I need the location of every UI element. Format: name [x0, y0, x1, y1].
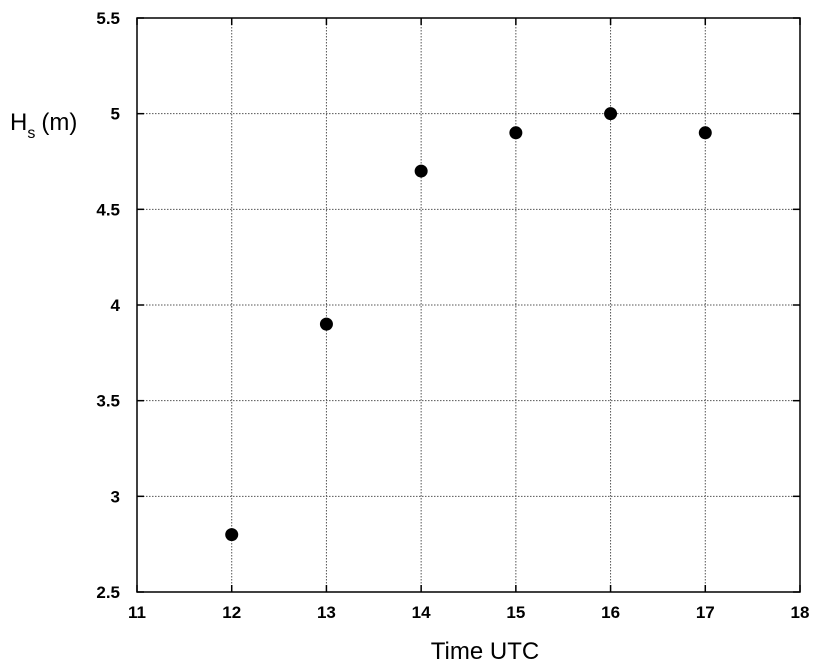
x-tick-label: 15: [506, 603, 525, 622]
axis-ticks: 11 12 13 14 15 16 17 18 2.5 3 3.5 4 4.5 5 5.5: [96, 9, 809, 622]
y-axis-symbol: H: [10, 109, 27, 136]
y-tick-label: 3.5: [96, 392, 120, 411]
x-tick-label: 13: [317, 603, 336, 622]
y-axis-subscript: s: [27, 125, 35, 142]
x-axis-title: Time UTC: [431, 638, 539, 665]
x-tick-label: 12: [222, 603, 241, 622]
data-point: [604, 107, 618, 121]
data-point: [509, 126, 523, 140]
x-tick-label: 17: [696, 603, 715, 622]
x-tick-label: 16: [601, 603, 620, 622]
y-tick-label: 3: [111, 487, 120, 506]
y-tick-label: 4.5: [96, 200, 120, 219]
y-axis-title: Hs (m): [10, 109, 77, 142]
y-tick-label: 5.5: [96, 9, 120, 28]
data-point: [414, 164, 428, 178]
grid: [136, 17, 801, 593]
y-axis-unit: (m): [41, 109, 77, 136]
x-tick-label: 14: [412, 603, 431, 622]
data-points: [225, 107, 712, 542]
data-point: [319, 317, 333, 331]
x-tick-label: 18: [791, 603, 810, 622]
y-tick-label: 2.5: [96, 583, 120, 602]
y-tick-label: 5: [111, 105, 120, 124]
x-tick-label: 11: [128, 603, 146, 622]
data-point: [225, 528, 239, 542]
data-point: [698, 126, 712, 140]
y-tick-label: 4: [111, 296, 121, 315]
